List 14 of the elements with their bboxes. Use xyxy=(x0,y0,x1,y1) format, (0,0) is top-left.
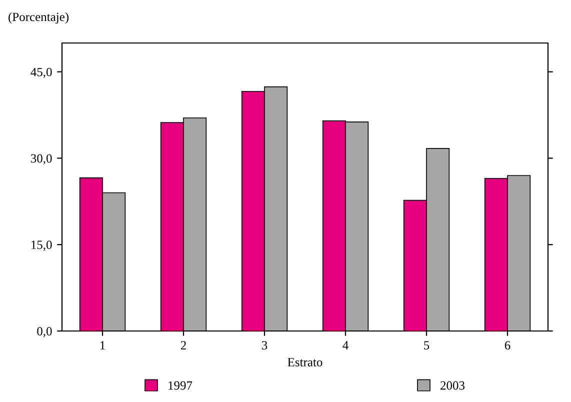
x-axis-title: Estrato xyxy=(288,358,322,366)
y-tick-label: 0,0 xyxy=(37,327,52,338)
legend-label: 1997 xyxy=(168,381,192,390)
y-tick-label: 15,0 xyxy=(32,240,52,251)
x-tick-label: 1 xyxy=(100,341,105,350)
x-tick-label: 6 xyxy=(504,341,510,350)
x-tick-label: 2 xyxy=(180,341,186,350)
y-tick-label: 30,0 xyxy=(31,154,52,164)
y-tick-label: 45,0 xyxy=(30,68,52,78)
x-tick-label: 5 xyxy=(424,341,430,350)
y-axis-title: (Porcentaje) xyxy=(8,12,69,24)
x-tick-label: 4 xyxy=(342,341,348,350)
x-tick-label: 3 xyxy=(262,341,268,350)
legend-label: 2003 xyxy=(440,381,465,390)
